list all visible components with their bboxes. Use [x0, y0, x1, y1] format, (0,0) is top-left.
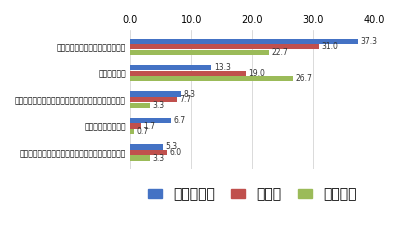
Legend: 援かりママ, ミセス, 独身女性: 援かりママ, ミセス, 独身女性	[142, 182, 362, 207]
Text: 22.7: 22.7	[271, 48, 288, 57]
Bar	[130, 70, 246, 76]
Text: 3.3: 3.3	[153, 154, 165, 163]
Bar	[130, 118, 171, 123]
Text: 6.7: 6.7	[174, 116, 186, 125]
Bar	[130, 144, 162, 149]
Text: 13.3: 13.3	[214, 63, 231, 72]
Text: 6.0: 6.0	[169, 148, 181, 157]
Text: 5.3: 5.3	[165, 143, 177, 151]
Bar	[130, 76, 293, 81]
Bar	[130, 39, 358, 44]
Text: 0.7: 0.7	[137, 127, 149, 136]
Bar	[130, 65, 211, 70]
Bar	[130, 44, 319, 49]
Text: 3.3: 3.3	[153, 101, 165, 110]
Text: 8.3: 8.3	[183, 89, 195, 99]
Text: 7.7: 7.7	[180, 95, 192, 104]
Text: 19.0: 19.0	[248, 69, 266, 78]
Text: 31.0: 31.0	[322, 42, 339, 51]
Bar	[130, 91, 181, 97]
Text: 26.7: 26.7	[296, 74, 312, 83]
Bar	[130, 155, 150, 161]
Text: 1.7: 1.7	[143, 122, 155, 130]
Bar	[130, 150, 167, 155]
Bar	[130, 129, 134, 134]
Bar	[130, 50, 269, 55]
Bar	[130, 124, 140, 129]
Bar	[130, 97, 177, 102]
Text: 37.3: 37.3	[360, 37, 377, 46]
Bar	[130, 103, 150, 108]
